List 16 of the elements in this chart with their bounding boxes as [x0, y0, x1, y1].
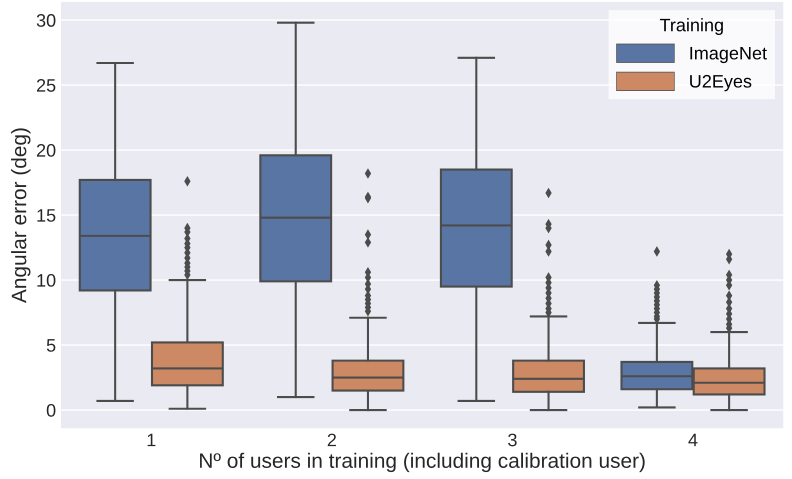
y-tick-label: 15 [37, 209, 56, 222]
y-tick-label: 20 [36, 144, 56, 157]
y-tick-label: 0 [46, 404, 56, 417]
legend-label: U2Eyes [690, 74, 752, 92]
y-axis-title: Angular error (deg) [11, 128, 30, 304]
y-tick-label: 25 [36, 79, 56, 92]
y-tick-label: 5 [46, 339, 56, 352]
y-tick-label: 30 [36, 14, 56, 27]
x-tick-label: 4 [688, 434, 698, 446]
x-tick-label: 2 [328, 434, 336, 446]
legend-label: ImageNet [690, 46, 767, 64]
x-axis-title: Nº of users in training (including calibration user) [200, 452, 645, 472]
y-tick-label: 10 [37, 274, 56, 287]
legend-title: Training [660, 18, 723, 35]
x-tick-label: 3 [508, 434, 517, 446]
x-tick-label: 1 [148, 434, 156, 446]
